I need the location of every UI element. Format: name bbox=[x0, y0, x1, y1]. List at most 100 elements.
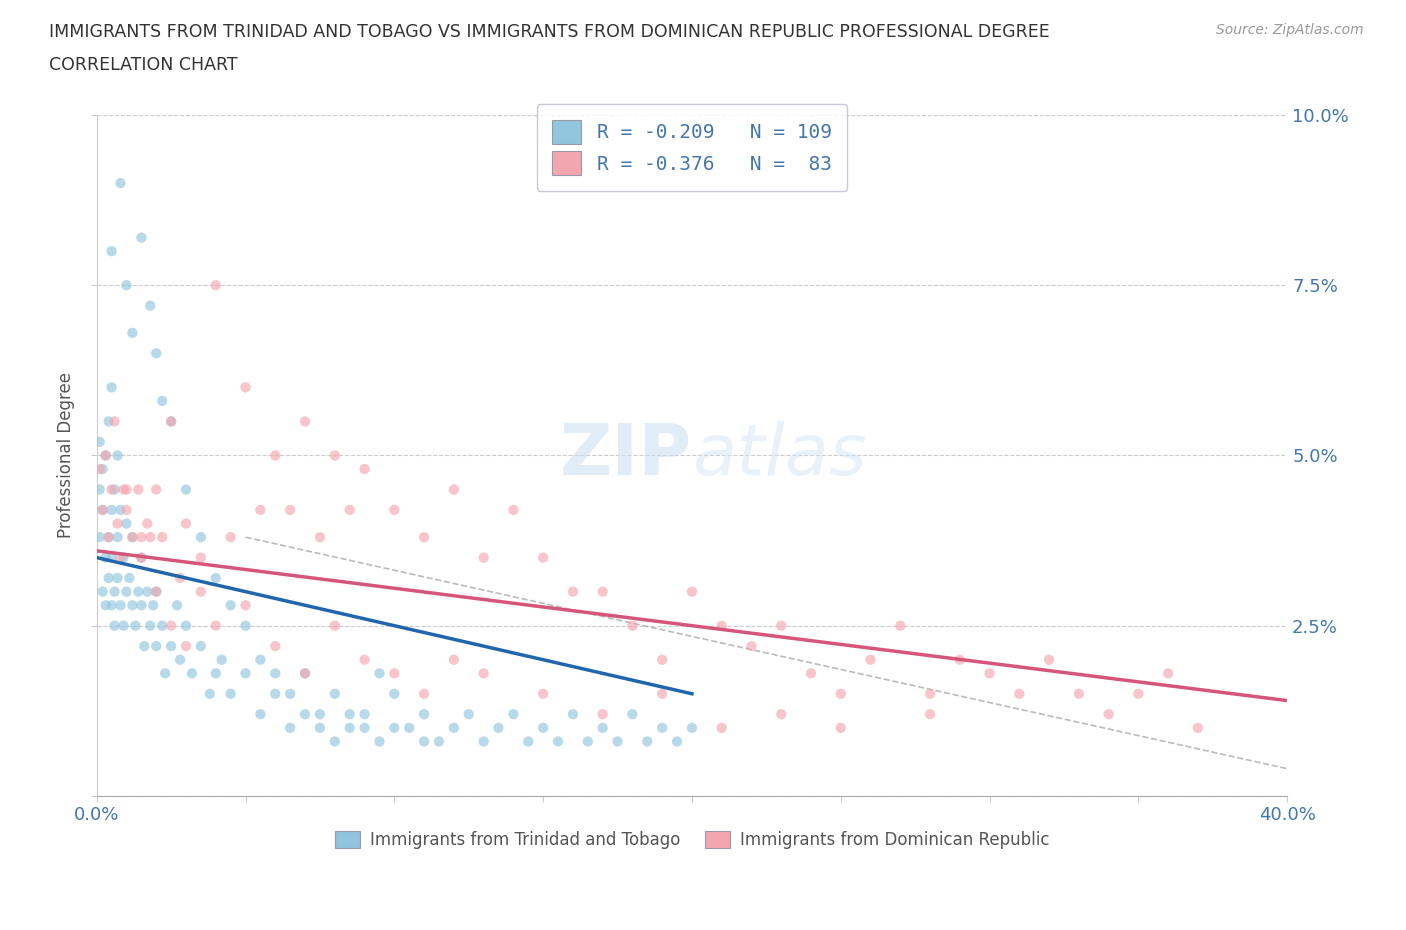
Point bbox=[353, 652, 375, 667]
Point bbox=[502, 707, 524, 722]
Point bbox=[121, 530, 143, 545]
Point bbox=[190, 639, 212, 654]
Point bbox=[121, 530, 143, 545]
Point bbox=[1038, 652, 1060, 667]
Point bbox=[368, 734, 391, 749]
Point bbox=[859, 652, 882, 667]
Point bbox=[112, 482, 135, 497]
Point bbox=[110, 502, 132, 517]
Point bbox=[264, 448, 287, 463]
Point bbox=[531, 686, 554, 701]
Text: IMMIGRANTS FROM TRINIDAD AND TOBAGO VS IMMIGRANTS FROM DOMINICAN REPUBLIC PROFES: IMMIGRANTS FROM TRINIDAD AND TOBAGO VS I… bbox=[49, 23, 1050, 41]
Point bbox=[264, 639, 287, 654]
Point bbox=[166, 598, 188, 613]
Point bbox=[131, 551, 153, 565]
Point bbox=[1187, 721, 1209, 736]
Point bbox=[770, 707, 793, 722]
Point bbox=[278, 686, 301, 701]
Point bbox=[145, 584, 167, 599]
Point bbox=[204, 278, 226, 293]
Point bbox=[110, 176, 132, 191]
Point bbox=[97, 414, 120, 429]
Point bbox=[181, 666, 204, 681]
Legend: Immigrants from Trinidad and Tobago, Immigrants from Dominican Republic: Immigrants from Trinidad and Tobago, Imm… bbox=[328, 824, 1056, 856]
Point bbox=[443, 482, 465, 497]
Point bbox=[145, 346, 167, 361]
Point bbox=[323, 618, 346, 633]
Point bbox=[100, 244, 122, 259]
Point bbox=[651, 652, 673, 667]
Point bbox=[681, 584, 703, 599]
Point bbox=[174, 618, 197, 633]
Point bbox=[651, 686, 673, 701]
Point bbox=[103, 482, 125, 497]
Point bbox=[115, 278, 138, 293]
Point bbox=[472, 666, 495, 681]
Point bbox=[309, 530, 332, 545]
Point bbox=[382, 686, 405, 701]
Text: Source: ZipAtlas.com: Source: ZipAtlas.com bbox=[1216, 23, 1364, 37]
Point bbox=[115, 516, 138, 531]
Point bbox=[204, 666, 226, 681]
Point bbox=[219, 686, 242, 701]
Point bbox=[576, 734, 599, 749]
Point bbox=[249, 652, 271, 667]
Text: atlas: atlas bbox=[692, 421, 866, 490]
Point bbox=[131, 230, 153, 245]
Point bbox=[413, 686, 436, 701]
Point bbox=[160, 414, 183, 429]
Point bbox=[382, 721, 405, 736]
Point bbox=[710, 721, 733, 736]
Point bbox=[561, 707, 583, 722]
Point bbox=[1128, 686, 1150, 701]
Point bbox=[219, 598, 242, 613]
Point bbox=[235, 598, 257, 613]
Point bbox=[353, 721, 375, 736]
Y-axis label: Professional Degree: Professional Degree bbox=[58, 372, 75, 538]
Point bbox=[339, 707, 361, 722]
Point bbox=[235, 380, 257, 395]
Point bbox=[127, 482, 149, 497]
Point bbox=[131, 598, 153, 613]
Point bbox=[174, 516, 197, 531]
Point bbox=[97, 530, 120, 545]
Point bbox=[100, 482, 122, 497]
Point bbox=[368, 666, 391, 681]
Point bbox=[339, 502, 361, 517]
Point bbox=[547, 734, 569, 749]
Point bbox=[89, 482, 111, 497]
Point bbox=[94, 551, 117, 565]
Point bbox=[294, 414, 316, 429]
Point bbox=[457, 707, 479, 722]
Point bbox=[353, 707, 375, 722]
Point bbox=[107, 516, 129, 531]
Point bbox=[382, 502, 405, 517]
Point bbox=[636, 734, 658, 749]
Point bbox=[621, 618, 644, 633]
Point bbox=[666, 734, 689, 749]
Point bbox=[443, 652, 465, 667]
Point bbox=[112, 618, 135, 633]
Point bbox=[115, 482, 138, 497]
Point bbox=[278, 502, 301, 517]
Point bbox=[100, 502, 122, 517]
Point bbox=[710, 618, 733, 633]
Point bbox=[91, 502, 114, 517]
Point bbox=[91, 584, 114, 599]
Point bbox=[198, 686, 221, 701]
Point bbox=[472, 551, 495, 565]
Point bbox=[169, 571, 191, 586]
Point bbox=[160, 414, 183, 429]
Point bbox=[309, 707, 332, 722]
Text: CORRELATION CHART: CORRELATION CHART bbox=[49, 56, 238, 73]
Point bbox=[107, 571, 129, 586]
Point bbox=[136, 584, 159, 599]
Point bbox=[235, 618, 257, 633]
Point bbox=[249, 502, 271, 517]
Point bbox=[1157, 666, 1180, 681]
Point bbox=[174, 482, 197, 497]
Point bbox=[100, 380, 122, 395]
Point bbox=[89, 530, 111, 545]
Point bbox=[264, 686, 287, 701]
Point bbox=[606, 734, 628, 749]
